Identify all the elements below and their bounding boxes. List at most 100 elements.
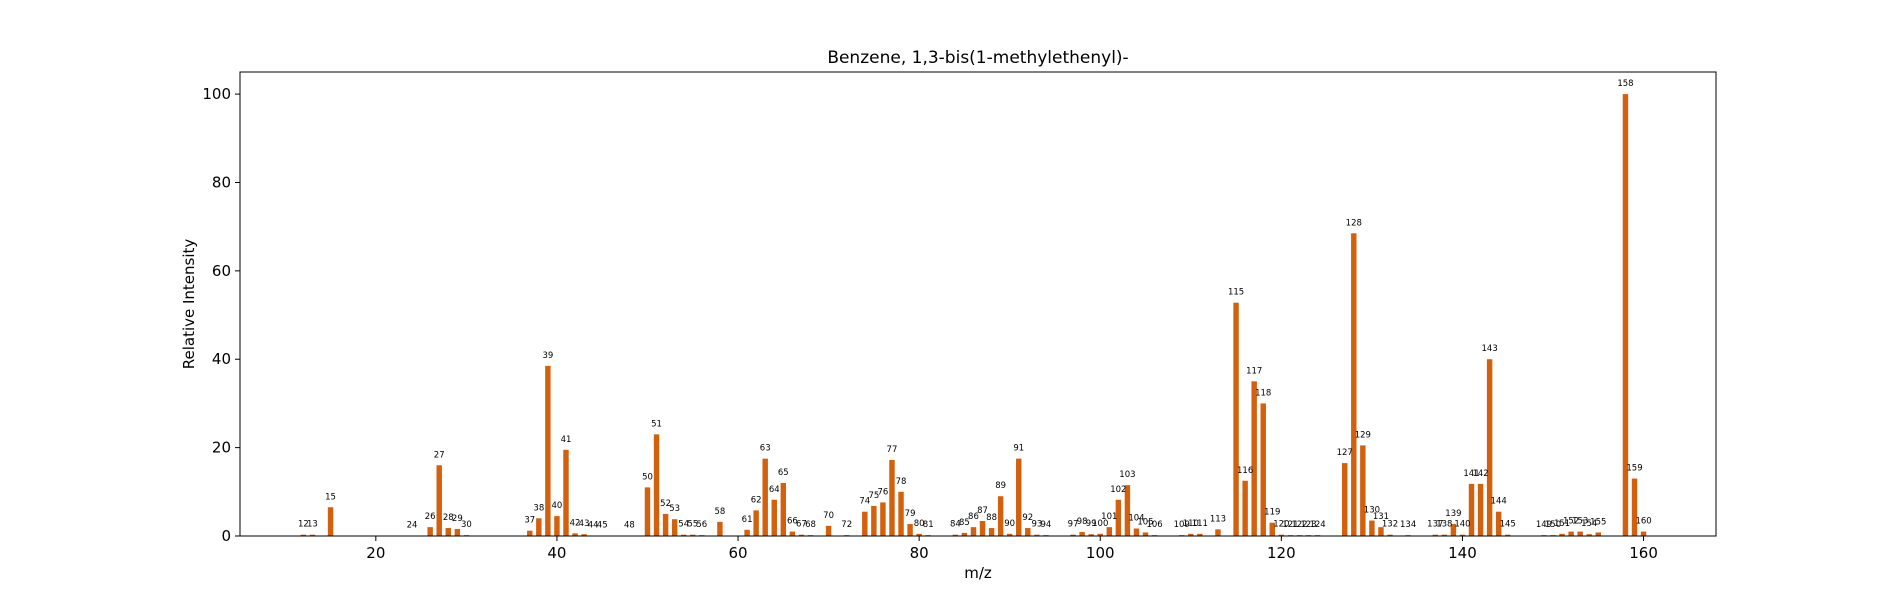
y-tick-label: 100 xyxy=(202,85,231,103)
bar-mz-140 xyxy=(1459,534,1466,536)
bar-label-mz-109: 109 xyxy=(1174,520,1190,530)
bar-mz-85 xyxy=(961,532,968,536)
bar-mz-155 xyxy=(1595,532,1601,536)
bar-mz-91 xyxy=(1016,458,1022,536)
bar-label-mz-76: 76 xyxy=(878,487,889,497)
bar-mz-120 xyxy=(1278,534,1285,536)
bar-label-mz-120: 120 xyxy=(1273,520,1289,530)
bar-label-mz-122: 122 xyxy=(1291,520,1307,530)
bar-label-mz-79: 79 xyxy=(905,509,916,519)
bar-label-mz-58: 58 xyxy=(715,507,726,517)
bar-mz-100 xyxy=(1097,533,1103,536)
bar-mz-43 xyxy=(581,534,587,536)
bar-label-mz-27: 27 xyxy=(434,450,445,460)
bar-label-mz-121: 121 xyxy=(1282,520,1298,530)
bar-mz-90 xyxy=(1006,533,1013,536)
bar-label-mz-13: 13 xyxy=(307,520,318,530)
bar-mz-92 xyxy=(1025,528,1031,536)
bar-mz-117 xyxy=(1251,381,1257,536)
bar-label-mz-127: 127 xyxy=(1337,448,1353,458)
bar-label-mz-124: 124 xyxy=(1309,520,1325,530)
bar-mz-29 xyxy=(454,528,461,536)
bar-label-mz-44: 44 xyxy=(588,521,599,531)
bar-mz-98 xyxy=(1079,532,1085,536)
bar-label-mz-91: 91 xyxy=(1013,444,1024,454)
x-axis-label: m/z xyxy=(964,564,992,582)
y-tick-label: 20 xyxy=(212,439,231,457)
bar-mz-116 xyxy=(1242,480,1248,536)
bar-mz-144 xyxy=(1495,511,1502,536)
bar-label-mz-99: 99 xyxy=(1086,519,1097,529)
bar-mz-26 xyxy=(427,527,433,536)
bar-mz-64 xyxy=(771,499,777,536)
bar-mz-102 xyxy=(1115,499,1122,536)
bar-label-mz-29: 29 xyxy=(452,514,463,524)
bar-label-mz-118: 118 xyxy=(1255,388,1271,398)
bar-label-mz-131: 131 xyxy=(1373,512,1389,522)
bar-mz-137 xyxy=(1432,534,1439,536)
bar-mz-79 xyxy=(907,524,913,536)
bar-label-mz-62: 62 xyxy=(751,495,762,505)
bar-label-mz-50: 50 xyxy=(642,472,653,482)
bar-label-mz-158: 158 xyxy=(1617,79,1633,89)
bar-label-mz-100: 100 xyxy=(1092,519,1108,529)
bar-label-mz-104: 104 xyxy=(1128,513,1144,523)
y-axis-ticks: 0 20 40 60 80 100 xyxy=(202,85,240,545)
bar-label-mz-139: 139 xyxy=(1445,509,1461,519)
bar-label-mz-85: 85 xyxy=(959,518,970,528)
bar-mz-139 xyxy=(1450,524,1457,536)
bar-label-mz-142: 142 xyxy=(1472,469,1488,479)
bar-label-mz-54: 54 xyxy=(678,520,689,530)
y-axis-label: Relative Intensity xyxy=(180,239,198,370)
bar-label-mz-154: 154 xyxy=(1581,519,1597,529)
bar-label-mz-42: 42 xyxy=(570,518,581,528)
bar-label-mz-38: 38 xyxy=(533,503,544,513)
bar-label-mz-55: 55 xyxy=(687,520,698,530)
bar-label-mz-12: 12 xyxy=(298,520,309,530)
bar-mz-142 xyxy=(1477,483,1484,536)
bar-mz-111 xyxy=(1197,533,1203,536)
bar-label-mz-116: 116 xyxy=(1237,466,1253,476)
bar-label-mz-143: 143 xyxy=(1482,344,1498,354)
bar-label-mz-74: 74 xyxy=(859,497,870,507)
bar-mz-51 xyxy=(653,434,660,536)
bar-label-mz-110: 110 xyxy=(1183,519,1199,529)
bar-label-mz-40: 40 xyxy=(552,501,563,511)
bar-label-mz-98: 98 xyxy=(1077,517,1088,527)
y-tick-label: 80 xyxy=(212,173,231,191)
bar-label-mz-84: 84 xyxy=(950,520,961,530)
bar-label-mz-153: 153 xyxy=(1572,517,1588,527)
bar-label-mz-152: 152 xyxy=(1563,517,1579,527)
bar-label-mz-94: 94 xyxy=(1041,520,1052,530)
bar-label-mz-159: 159 xyxy=(1626,464,1642,474)
bar-label-mz-87: 87 xyxy=(977,506,988,516)
bar-mz-159 xyxy=(1631,478,1638,536)
bar-mz-99 xyxy=(1088,534,1094,536)
bar-mz-63 xyxy=(762,458,768,536)
bar-label-mz-137: 137 xyxy=(1427,520,1443,530)
bar-label-mz-123: 123 xyxy=(1300,520,1316,530)
bar-mz-55 xyxy=(690,534,696,536)
bar-label-mz-53: 53 xyxy=(669,504,680,514)
y-tick-label: 40 xyxy=(212,350,231,368)
bar-label-mz-63: 63 xyxy=(760,444,771,454)
chart-title: Benzene, 1,3-bis(1-methylethenyl)- xyxy=(827,48,1128,68)
bar-mz-113 xyxy=(1215,529,1221,536)
bar-mz-93 xyxy=(1034,534,1040,536)
bar-label-mz-130: 130 xyxy=(1364,506,1380,516)
bar-mz-127 xyxy=(1342,463,1348,536)
x-tick-label: 120 xyxy=(1267,544,1296,562)
bar-mz-101 xyxy=(1106,527,1113,536)
bar-label-mz-70: 70 xyxy=(823,511,834,521)
bar-label-mz-45: 45 xyxy=(597,521,608,531)
bar-mz-129 xyxy=(1360,445,1366,536)
bar-label-mz-24: 24 xyxy=(407,521,418,531)
bar-mz-76 xyxy=(880,502,886,536)
bar-mz-66 xyxy=(789,531,796,536)
bar-label-mz-15: 15 xyxy=(325,492,336,502)
bar-label-mz-145: 145 xyxy=(1500,520,1516,530)
bar-mz-97 xyxy=(1070,534,1076,536)
bar-label-mz-141: 141 xyxy=(1463,469,1479,479)
